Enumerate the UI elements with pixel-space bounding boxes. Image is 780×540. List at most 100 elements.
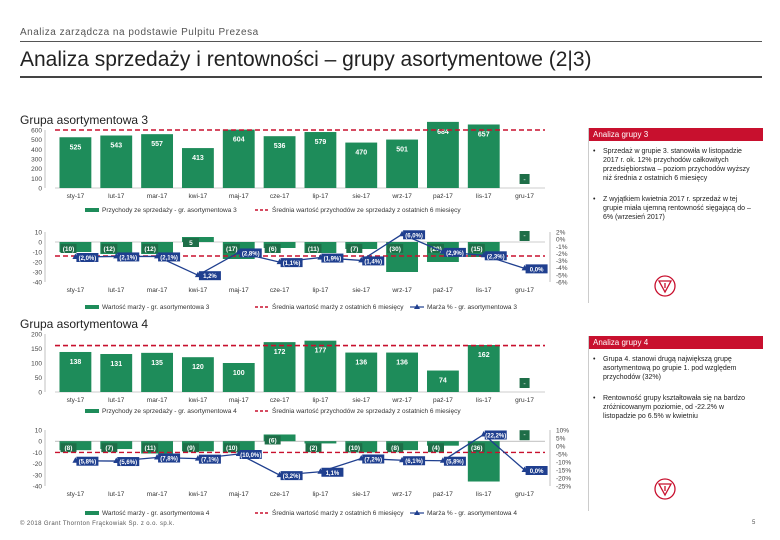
revenue-bar: [100, 135, 133, 188]
x-tick-label: mar-17: [147, 397, 168, 404]
pct-label-bg: [117, 252, 140, 262]
x-tick-label: cze-17: [270, 397, 290, 404]
margin-percent-label: (10,0%): [240, 453, 261, 459]
legend-swatch: [85, 305, 99, 309]
bar-label-bg: [101, 244, 118, 253]
bar-data-label: (15): [471, 246, 483, 253]
x-tick-label: paź-17: [433, 397, 453, 404]
empty-bar-marker: [519, 430, 530, 441]
revenue-bar: [263, 342, 296, 392]
legend-label: Przychody ze sprzedaży - gr. asortymento…: [102, 207, 237, 214]
x-tick-label: cze-17: [270, 193, 290, 200]
margin-percent-label: (7,1%): [201, 458, 219, 464]
bar-data-label: (7): [105, 445, 113, 452]
legend-swatch: [85, 409, 99, 413]
bar-label-bg: [468, 244, 485, 253]
bar-label-bg: [346, 244, 363, 253]
y-tick-label: 100: [31, 176, 42, 183]
analysis-panel-group-4: Analiza grupy 4 • Grupa 4. stanowi drugą …: [588, 336, 763, 511]
x-tick-label: paź-17: [433, 287, 453, 294]
bar-data-label: (7): [350, 246, 358, 253]
pct-label-bg: [403, 230, 426, 240]
y-tick-label: 0: [38, 186, 42, 193]
section-label-group-4: Grupa asortymentowa 4: [20, 317, 149, 331]
y2-tick-label: -2%: [556, 251, 568, 258]
x-tick-label: wrz-17: [391, 287, 412, 294]
bar-data-label: (8): [391, 445, 399, 452]
bar-data-label: 136: [355, 360, 367, 367]
bar-data-label: (10): [226, 445, 238, 452]
y-tick-label: 0: [38, 439, 42, 446]
x-tick-label: sty-17: [67, 287, 85, 294]
bar-data-label: 684: [437, 129, 449, 136]
bar-label-bg: [264, 244, 281, 253]
x-tick-label: gru-17: [515, 491, 534, 498]
pct-label-bg: [362, 256, 385, 266]
revenue-bar: [141, 134, 174, 188]
revenue-bar: [59, 351, 92, 392]
pct-label-bg: [158, 453, 181, 463]
empty-bar-marker: [519, 174, 530, 184]
bar-data-label: 604: [233, 137, 245, 144]
x-tick-label: lis-17: [476, 287, 492, 294]
y2-tick-label: -5%: [556, 452, 568, 459]
x-tick-label: lip-17: [312, 193, 328, 200]
x-tick-label: sie-17: [352, 287, 370, 294]
margin-percent-label: (22,2%): [485, 433, 506, 439]
revenue-bar: [59, 137, 92, 188]
pct-label-bg: [239, 248, 262, 258]
margin-percent-line: [75, 433, 526, 476]
y2-tick-label: 2%: [556, 230, 566, 237]
revenue-bar: [426, 370, 459, 392]
x-tick-label: gru-17: [515, 287, 534, 294]
bar-data-label: (8): [65, 445, 73, 452]
revenue-bar: [386, 139, 419, 188]
bar-data-label: (9): [187, 445, 195, 452]
y-tick-label: 200: [31, 332, 42, 339]
margin-percent-label: (7,2%): [364, 457, 382, 463]
y2-tick-label: -10%: [556, 460, 571, 467]
pct-label-bg: [525, 466, 548, 475]
x-tick-label: sty-17: [67, 397, 85, 404]
chart-group3-revenue: 600 500 400 300 200 100 0 525 sty-17 543 lut-17 557…: [31, 121, 545, 214]
x-tick-label: mar-17: [147, 287, 168, 294]
bar-data-label: (6): [269, 437, 277, 444]
y-tick-label: 0: [38, 240, 42, 247]
legend-label: Średnia wartość marży z ostatnich 6 mies…: [272, 508, 404, 517]
y-tick-label: -20: [33, 260, 43, 267]
bar-data-label: 470: [355, 150, 367, 157]
page-number: 5: [752, 520, 756, 526]
x-tick-label: sie-17: [352, 397, 370, 404]
bar-data-label: (11): [145, 445, 156, 452]
x-tick-label: cze-17: [270, 287, 290, 294]
bar-label-bg: [305, 443, 322, 453]
bar-data-label: -: [523, 381, 526, 388]
x-tick-label: wrz-17: [391, 491, 412, 498]
chart-group4-revenue: 200 150 100 50 0 138 sty-17 131 lut-17 135 mar-17 1…: [31, 332, 545, 415]
x-tick-label: kwi-17: [189, 397, 208, 404]
pct-label-bg: [484, 430, 507, 440]
pct-label-bg: [76, 456, 99, 466]
pct-label-bg: [280, 471, 303, 481]
margin-percent-label: 1,1%: [326, 471, 340, 477]
margin-percent-label: (2,0%): [79, 256, 97, 262]
bar-data-label: (30): [389, 246, 401, 253]
bar-label-bg: [305, 244, 322, 253]
legend-label: Wartość marży - gr. asortymentowa 4: [102, 510, 210, 517]
y-tick-label: 200: [31, 166, 42, 173]
x-tick-label: wrz-17: [391, 193, 412, 200]
revenue-bar: [345, 142, 378, 188]
revenue-bar: [141, 352, 174, 392]
revenue-bar: [345, 352, 378, 392]
margin-percent-label: (7,8%): [160, 457, 178, 463]
x-tick-label: lut-17: [108, 397, 125, 404]
x-tick-label: lip-17: [312, 397, 328, 404]
margin-percent-label: (6,1%): [405, 459, 423, 465]
revenue-bar: [426, 121, 459, 188]
margin-percent-label: (5,6%): [119, 460, 137, 466]
y-tick-label: 300: [31, 157, 42, 164]
pct-label-bg: [484, 251, 507, 261]
x-tick-label: lis-17: [476, 193, 492, 200]
y-tick-label: 400: [31, 147, 42, 154]
